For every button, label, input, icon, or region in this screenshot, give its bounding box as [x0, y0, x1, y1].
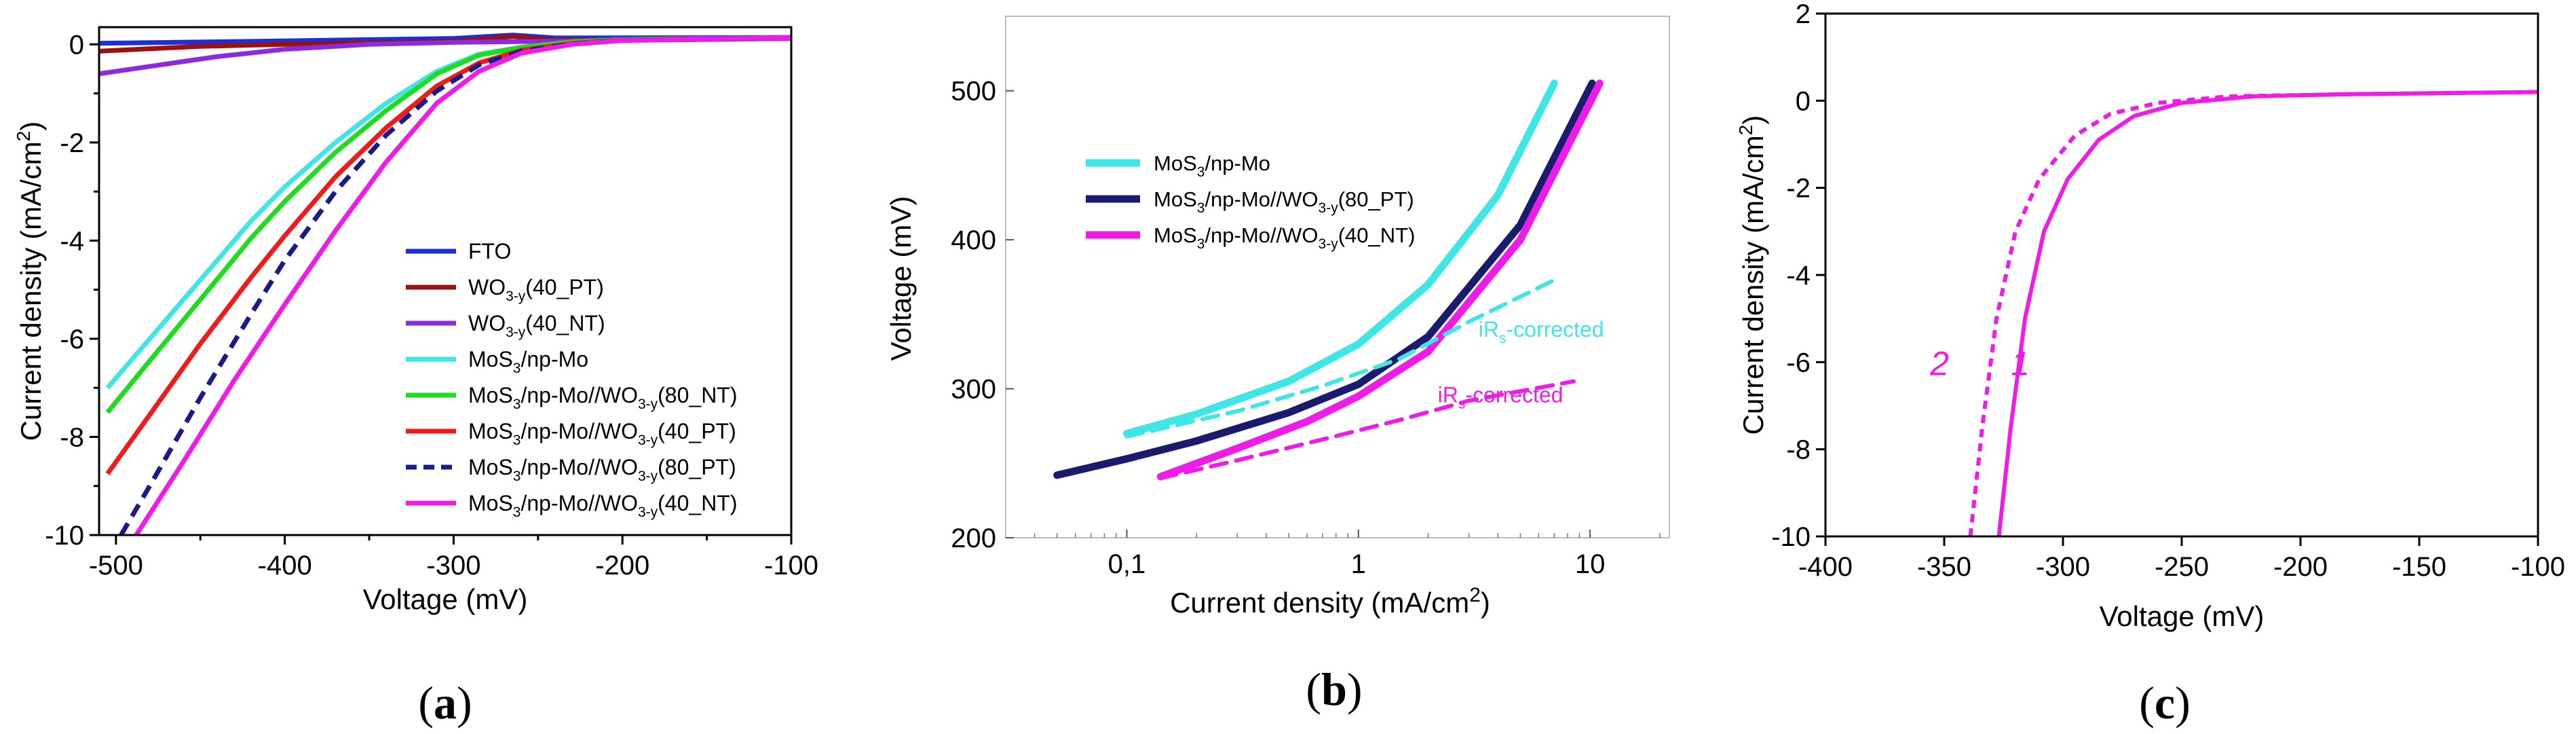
panel-a-label: (a) [418, 677, 472, 729]
panel-a-plot-frame [98, 26, 793, 536]
panel-b-x-tick-label: 1 [1351, 549, 1366, 579]
panel-b-label: (b) [1306, 663, 1362, 715]
panel-b-annotations: iRs-corrected iRs-corrected [1438, 317, 1604, 412]
panel-a-legend-label-7: MoS3/np-Mo//WO3-y(40_NT) [468, 491, 738, 520]
panel-a-y-tick-label: -2 [60, 128, 84, 158]
panel-b-series-line-0 [1123, 79, 1558, 437]
panel-a-series-line-7 [134, 35, 792, 536]
panel-c-x-tick-label: -100 [2511, 552, 2565, 582]
panel-c-y-tick-label: -4 [1786, 261, 1811, 291]
panel-b-y-tick-label: 500 [951, 77, 996, 107]
panel-b-series-group [1053, 79, 1604, 481]
panel-c-y-axis-title: Current density (mA/cm2) [1735, 115, 1769, 435]
panel-c-y-tick-label: 2 [1796, 0, 1811, 29]
panel-b-series-line-2 [1156, 79, 1604, 481]
panel-b-legend-label-1: MoS3/np-Mo//WO3-y(80_PT) [1154, 187, 1414, 216]
panel-a-x-tick-label: -300 [426, 551, 480, 581]
panel-a-chart: -500 -400 -300 -200 -100 0 -2 -4 -6 -8 -10 Voltage… [13, 26, 818, 729]
panel-a-y-tick-label: -4 [60, 226, 84, 256]
panel-c-curve-label-0: 1 [2011, 345, 2030, 383]
panel-a-legend-label-6: MoS3/np-Mo//WO3-y(80_PT) [468, 455, 736, 484]
panel-c-ticks: -400 -350 -300 -250 -200 -150 -100 2 0 -2 -4 -6 -8 -1… [1771, 0, 2565, 582]
panel-a-legend-label-4: MoS3/np-Mo//WO3-y(80_NT) [468, 383, 738, 412]
panel-a-x-axis-title: Voltage (mV) [363, 583, 528, 615]
panel-a-x-tick-label: -500 [89, 551, 143, 581]
panel-c-x-tick-label: -150 [2392, 552, 2446, 582]
panel-b-legend: MoS3/np-Mo MoS3/np-Mo//WO3-y(80_PT) MoS3/n… [1086, 151, 1415, 252]
panel-b-x-tick-label: 10 [1575, 549, 1606, 579]
panel-a-y-tick-label: 0 [69, 30, 84, 60]
panel-b-plot-frame [1005, 16, 1670, 538]
panel-c-x-tick-label: -350 [1917, 552, 1971, 582]
panel-b-y-axis-title: Voltage (mV) [885, 196, 917, 361]
panel-a-x-tick-label: -400 [258, 551, 312, 581]
panel-c-y-tick-label: -8 [1786, 435, 1811, 465]
panel-c-series-group [1968, 90, 2539, 537]
panel-c-label: (c) [2139, 677, 2191, 729]
panel-c-curve-label-1: 2 [1929, 345, 1949, 383]
panel-b-annotation-1: iRs-corrected [1438, 382, 1564, 411]
panel-b-legend-label-2: MoS3/np-Mo//WO3-y(40_NT) [1154, 223, 1415, 252]
panel-b-series-line-4 [1158, 379, 1576, 481]
panel-c-y-tick-label: -2 [1786, 174, 1811, 204]
panel-b-x-tick-label: 0,1 [1108, 549, 1146, 579]
panel-a-legend-label-5: MoS3/np-Mo//WO3-y(40_PT) [468, 419, 736, 448]
panel-c-series-line-0 [1996, 90, 2539, 537]
panel-b-y-tick-label: 300 [951, 375, 996, 405]
panel-a-legend: FTO WO3-y(40_PT) WO3-y(40_NT) MoS3/np-Mo MoS… [406, 239, 738, 520]
panel-b-ticks: 0,1 1 10 200 300 400 500 [951, 77, 1661, 579]
panel-a-y-tick-label: -10 [45, 521, 84, 551]
panel-a-legend-label-3: MoS3/np-Mo [468, 347, 588, 376]
panel-b-annotation-0: iRs-corrected [1479, 317, 1604, 346]
panel-b-series-line-1 [1053, 79, 1596, 479]
panel-b-y-tick-label: 200 [951, 524, 996, 553]
panel-a-series-line-5 [105, 35, 792, 475]
panel-a-legend-label-2: WO3-y(40_NT) [468, 311, 605, 340]
panel-c-y-tick-label: -10 [1771, 522, 1811, 552]
panel-c-x-tick-label: -250 [2155, 552, 2209, 582]
panel-a-legend-label-1: WO3-y(40_PT) [468, 275, 604, 304]
panel-b-legend-label-0: MoS3/np-Mo [1154, 151, 1270, 180]
panel-a-series-line-3 [105, 35, 792, 390]
panel-c-x-axis-title: Voltage (mV) [2100, 600, 2265, 632]
panel-a-series-line-6 [119, 35, 792, 536]
panel-c-series-line-1 [1968, 90, 2539, 537]
panel-c-y-tick-label: -6 [1786, 348, 1811, 378]
panel-a-x-tick-label: -100 [764, 551, 818, 581]
panel-a-y-axis-title: Current density (mA/cm2) [13, 122, 47, 441]
panel-c-y-tick-label: 0 [1796, 86, 1811, 116]
panel-a-series-group [98, 33, 792, 536]
panel-c-chart: -400 -350 -300 -250 -200 -150 -100 2 0 -2 -4 -6 -8 -1… [1735, 0, 2565, 729]
panel-a-x-tick-label: -200 [595, 551, 649, 581]
panel-a-ticks: -500 -400 -300 -200 -100 0 -2 -4 -6 -8 -10 [45, 30, 818, 581]
panel-a-legend-label-0: FTO [468, 239, 511, 263]
panel-b-y-tick-label: 400 [951, 225, 996, 255]
panel-b-series-line-3 [1124, 278, 1557, 439]
panel-c-x-tick-label: -200 [2273, 552, 2328, 582]
panel-c-x-tick-label: -300 [2036, 552, 2090, 582]
panel-c-curve-labels: 12 [1929, 345, 2030, 383]
panel-c-x-tick-label: -400 [1798, 552, 1853, 582]
panel-a-y-tick-label: -6 [60, 325, 84, 354]
panel-a-y-tick-label: -8 [60, 422, 84, 452]
panel-b-x-axis-title: Current density (mA/cm2) [1170, 584, 1490, 619]
